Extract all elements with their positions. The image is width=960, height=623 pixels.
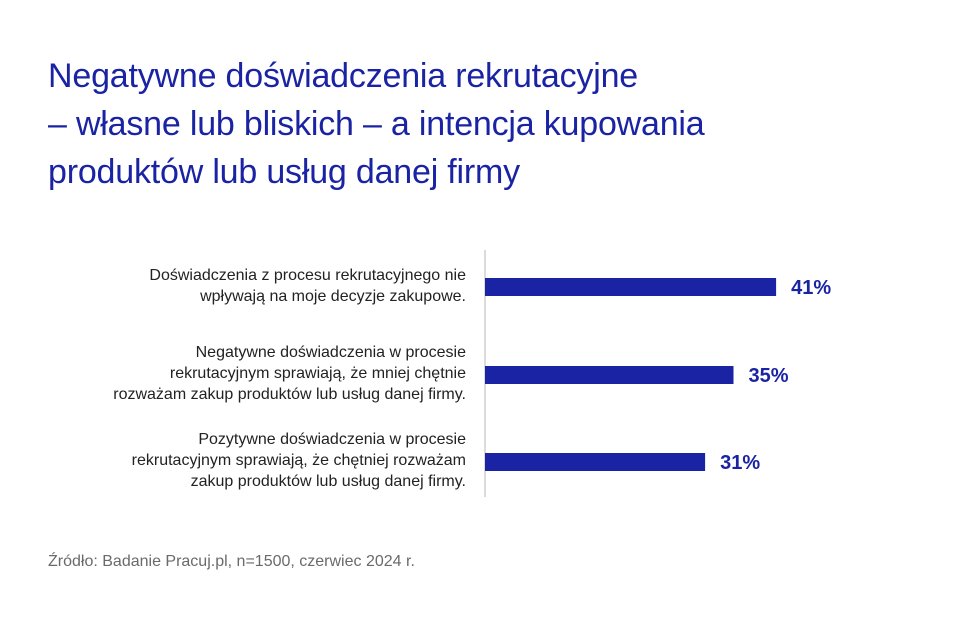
chart-title-line-2: – własne lub bliskich – a intencja kupow… (48, 105, 705, 143)
chart-title-line-1: Negatywne doświadczenia rekrutacyjne (48, 57, 639, 95)
chart-title: Negatywne doświadczenia rekrutacyjne – w… (48, 52, 928, 196)
chart-title-line-3: produktów lub usług danej firmy (48, 153, 520, 191)
category-label-line: rekrutacyjnym sprawiają, że chętniej roz… (131, 452, 466, 469)
bar-value-label: 31% (720, 452, 760, 474)
category-label: Pozytywne doświadczenia w procesie rekru… (40, 429, 466, 492)
category-label-line: wpływają na moje decyzje zakupowe. (200, 288, 466, 305)
category-label-line: rekrutacyjnym sprawiają, że mniej chętni… (169, 365, 466, 382)
source-note: Źródło: Badanie Pracuj.pl, n=1500, czerw… (48, 553, 415, 570)
category-label-line: Negatywne doświadczenia w procesie (195, 344, 466, 361)
category-label-line: zakup produktów lub usług danej firmy. (190, 473, 466, 490)
bar (485, 366, 734, 384)
bar (485, 453, 706, 471)
category-label: Doświadczenia z procesu rekrutacyjnego n… (40, 265, 466, 307)
category-label-line: rozważam zakup produktów lub usług danej… (113, 386, 466, 403)
category-label-line: Pozytywne doświadczenia w procesie (198, 431, 466, 448)
bar-value-label: 41% (791, 277, 831, 299)
bar (485, 278, 777, 296)
category-label-line: Doświadczenia z procesu rekrutacyjnego n… (149, 267, 466, 284)
bar-value-label: 35% (749, 365, 789, 387)
category-label: Negatywne doświadczenia w procesie rekru… (40, 342, 466, 405)
